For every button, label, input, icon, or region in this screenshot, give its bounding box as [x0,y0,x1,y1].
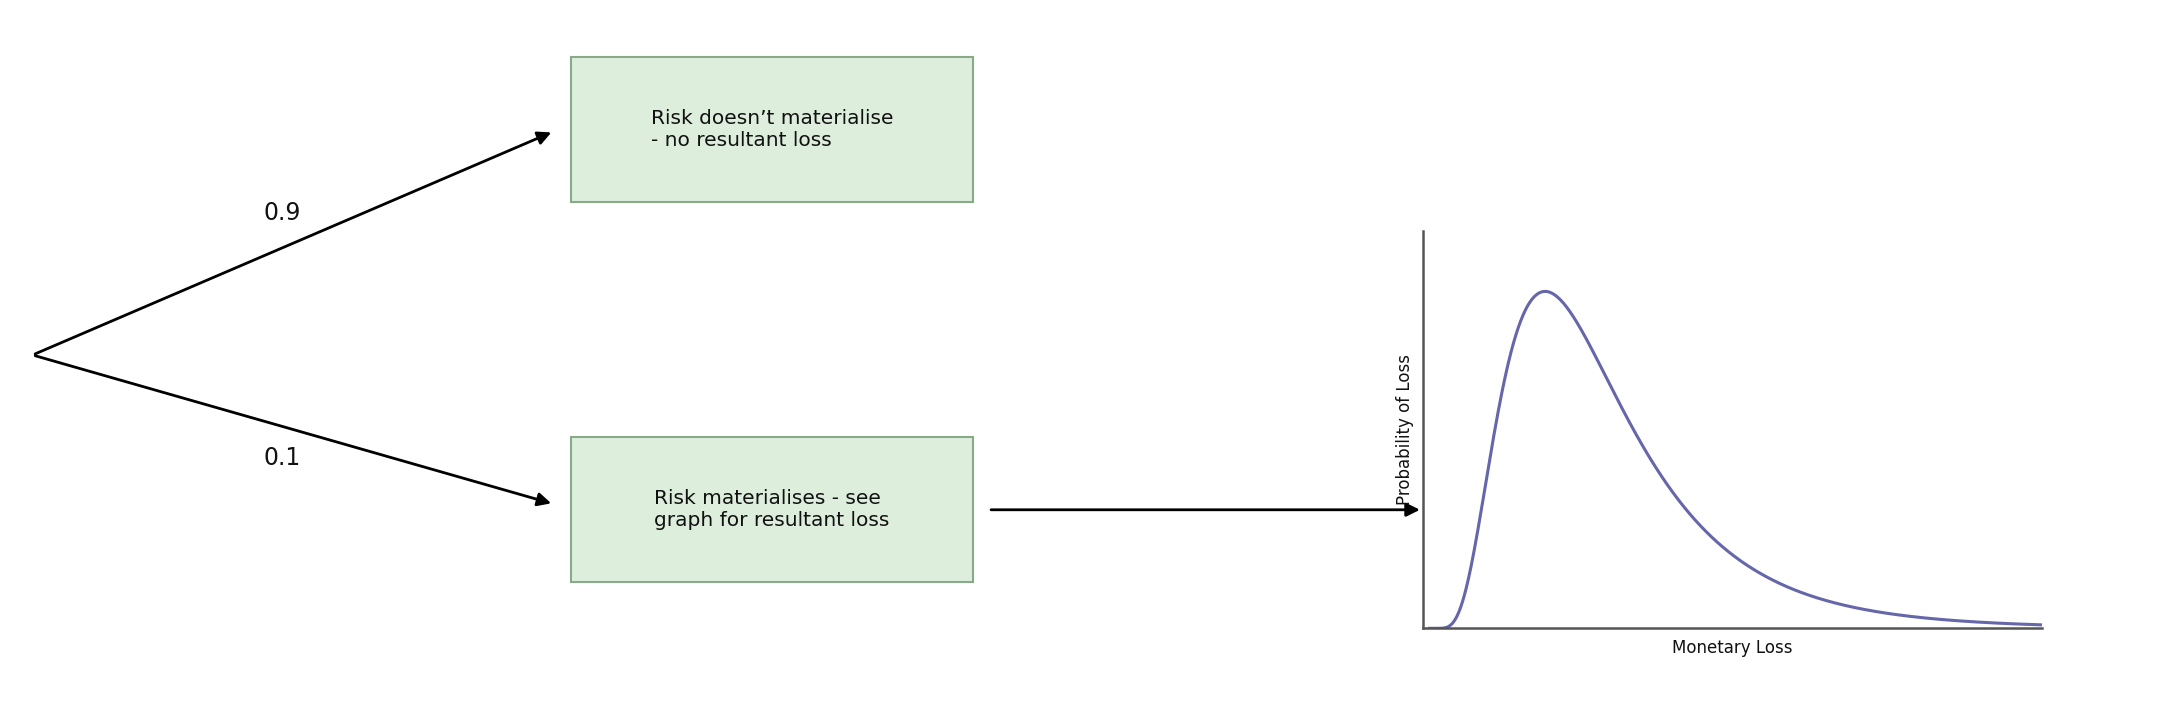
Text: Risk doesn’t materialise
- no resultant loss: Risk doesn’t materialise - no resultant … [652,109,893,150]
Text: Risk materialises - see
graph for resultant loss: Risk materialises - see graph for result… [654,489,891,530]
Text: 0.1: 0.1 [263,446,302,470]
Text: 0.9: 0.9 [263,201,302,225]
FancyBboxPatch shape [571,57,973,202]
Y-axis label: Probability of Loss: Probability of Loss [1397,354,1414,505]
FancyBboxPatch shape [571,437,973,582]
X-axis label: Monetary Loss: Monetary Loss [1672,640,1792,657]
